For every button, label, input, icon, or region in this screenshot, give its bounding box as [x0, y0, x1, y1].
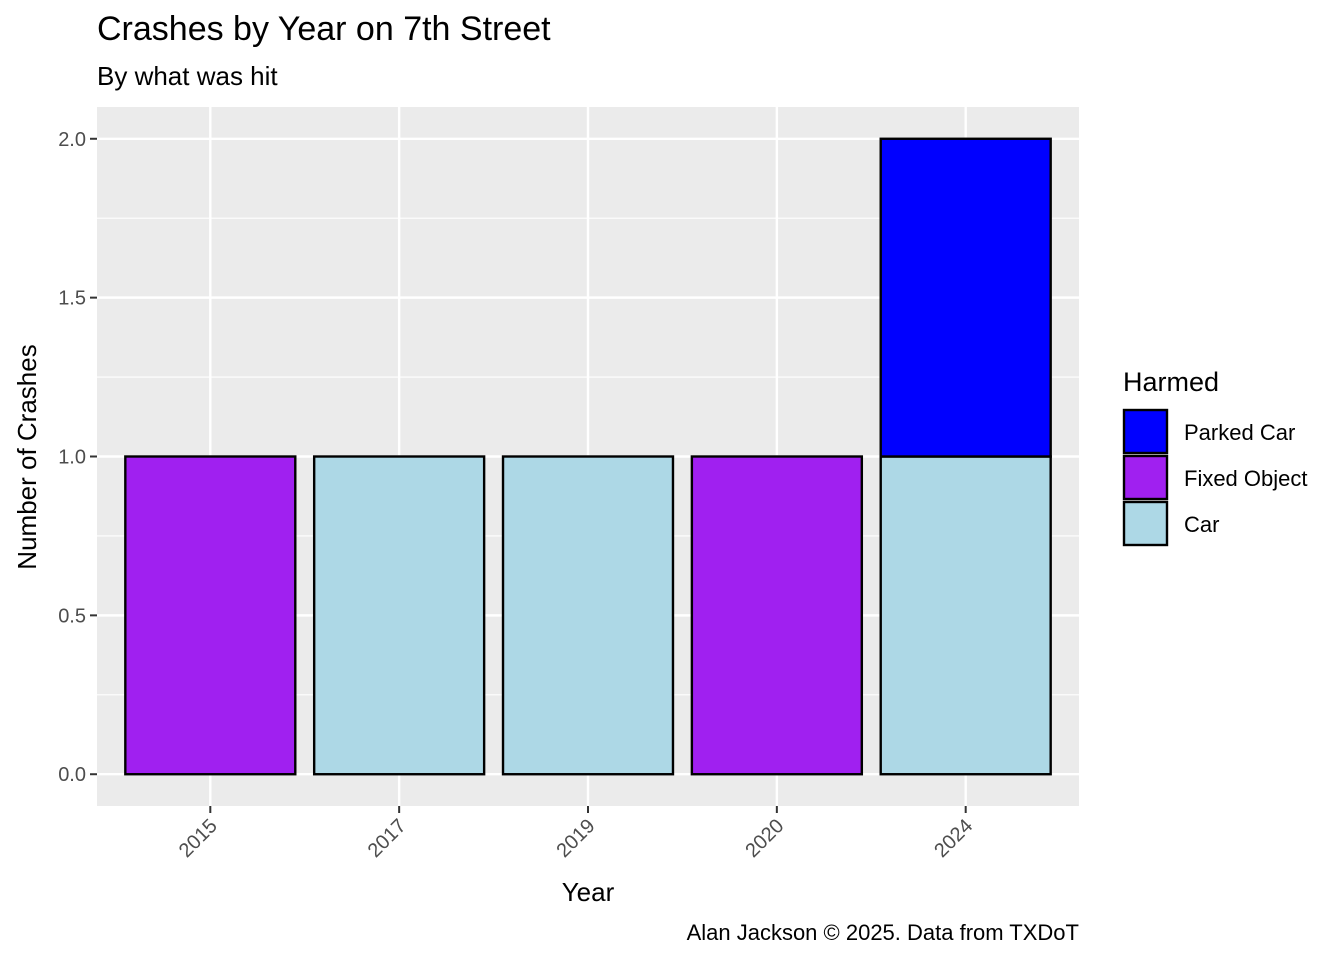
y-axis: 0.0 0.5 1.0 1.5 2.0 — [58, 129, 97, 786]
bar-2017-car — [312, 455, 486, 776]
chart-subtitle: By what was hit — [97, 61, 278, 91]
y-tick-label: 2.0 — [58, 129, 86, 151]
x-axis: 2015 2017 2019 2020 2024 — [175, 806, 977, 862]
legend-label: Parked Car — [1184, 420, 1295, 445]
chart-title: Crashes by Year on 7th Street — [97, 10, 551, 48]
bar-2024-car — [879, 455, 1052, 776]
y-tick-label: 1.0 — [58, 447, 86, 469]
legend-key-car — [1122, 500, 1169, 547]
y-axis-title: Number of Crashes — [12, 344, 42, 569]
legend: Harmed Parked Car Fixed Object Car — [1122, 367, 1308, 547]
legend-label: Fixed Object — [1184, 466, 1308, 491]
bars — [124, 137, 1052, 776]
x-axis-title: Year — [562, 877, 615, 907]
bar-2020-fixed-object — [690, 455, 864, 776]
bar-2019-car — [501, 455, 675, 776]
y-tick-label: 0.5 — [58, 605, 86, 627]
plot-panel — [97, 107, 1079, 806]
legend-key-fixed-object — [1122, 454, 1169, 501]
bar-2015-fixed-object — [124, 455, 297, 776]
x-tick-label: 2020 — [741, 815, 788, 862]
x-tick-label: 2015 — [175, 815, 222, 862]
legend-label: Car — [1184, 512, 1219, 537]
y-tick-label: 1.5 — [58, 288, 86, 310]
chart-caption: Alan Jackson © 2025. Data from TXDoT — [687, 920, 1079, 945]
legend-key-parked-car — [1122, 408, 1169, 455]
x-tick-label: 2024 — [930, 815, 977, 862]
x-tick-label: 2019 — [553, 815, 600, 862]
bar-2024-parked-car — [879, 137, 1052, 458]
y-tick-label: 0.0 — [58, 764, 86, 786]
legend-title: Harmed — [1123, 367, 1219, 397]
x-tick-label: 2017 — [364, 815, 411, 862]
